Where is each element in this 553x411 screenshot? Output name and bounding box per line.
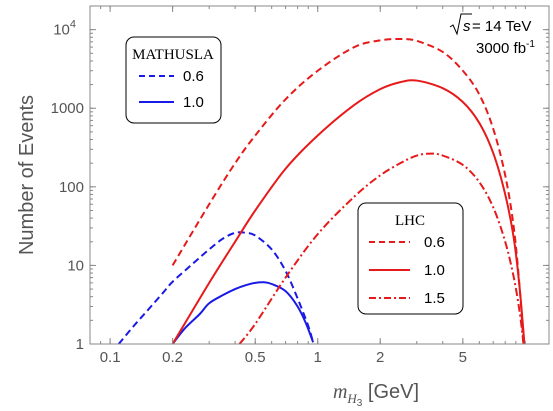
y-tick-label-0: 1 [76, 336, 84, 353]
x-tick-label-4: 2 [376, 349, 384, 366]
series-lhc-1-0 [171, 79, 526, 344]
luminosity-value: 3000 fb [476, 40, 526, 57]
x-axis-title-main: m [333, 381, 347, 403]
x-tick-label-1: 0.2 [162, 349, 183, 366]
x-axis-title-sub: H [346, 391, 357, 406]
x-axis-title-unit: [GeV] [362, 381, 419, 403]
sqrt-symbol [449, 13, 472, 36]
x-tick-label-0: 0.1 [100, 349, 121, 366]
legend-mathusla: MATHUSLA 0.6 1.0 [125, 36, 222, 124]
legend-lhc-title: LHC [395, 213, 425, 229]
energy-annotation: s = 14 TeV 3000 fb-1 [449, 13, 535, 57]
series-layer [117, 38, 526, 344]
legend-lhc: LHC 0.6 1.0 1.5 [357, 202, 464, 315]
legend-lhc-frame [357, 202, 464, 315]
tick-layer: 0.1 0.2 0.5 1 2 5 1 10 100 1000 104 [51, 5, 549, 366]
legend-mathusla-label-1: 1.0 [183, 94, 204, 111]
legend-lhc-label-1: 1.0 [424, 262, 445, 279]
y-tick-label-2: 100 [59, 179, 84, 196]
energy-label: = 14 TeV [472, 18, 531, 35]
x-tick-label-2: 0.5 [245, 349, 266, 366]
legend-lhc-label-0: 0.6 [424, 234, 445, 251]
legend-mathusla-label-0: 0.6 [183, 68, 204, 85]
x-tick-label-3: 1 [314, 349, 322, 366]
x-axis-title-subsub: 3 [357, 398, 363, 409]
series-lhc-1-5 [238, 152, 525, 344]
y-tick-label-1: 10 [67, 257, 84, 274]
luminosity-label: 3000 fb-1 [476, 39, 535, 57]
y-axis-title: Number of Events [16, 95, 38, 255]
x-tick-label-5: 5 [459, 349, 467, 366]
y-tick-label-3: 1000 [51, 100, 84, 117]
series-lhc-0-6 [171, 38, 525, 344]
series-mathusla-1-0 [171, 281, 315, 344]
y-tick-label-4: 104 [53, 19, 76, 39]
plot-frame [89, 5, 550, 345]
legend-mathusla-title: MATHUSLA [132, 47, 214, 63]
series-mathusla-0-6 [117, 231, 315, 344]
luminosity-exponent: -1 [526, 39, 535, 50]
x-axis-title: mH3 [GeV] [333, 381, 419, 409]
sqrt-s-label: s [463, 18, 471, 35]
legend-lhc-label-2: 1.5 [424, 290, 445, 307]
